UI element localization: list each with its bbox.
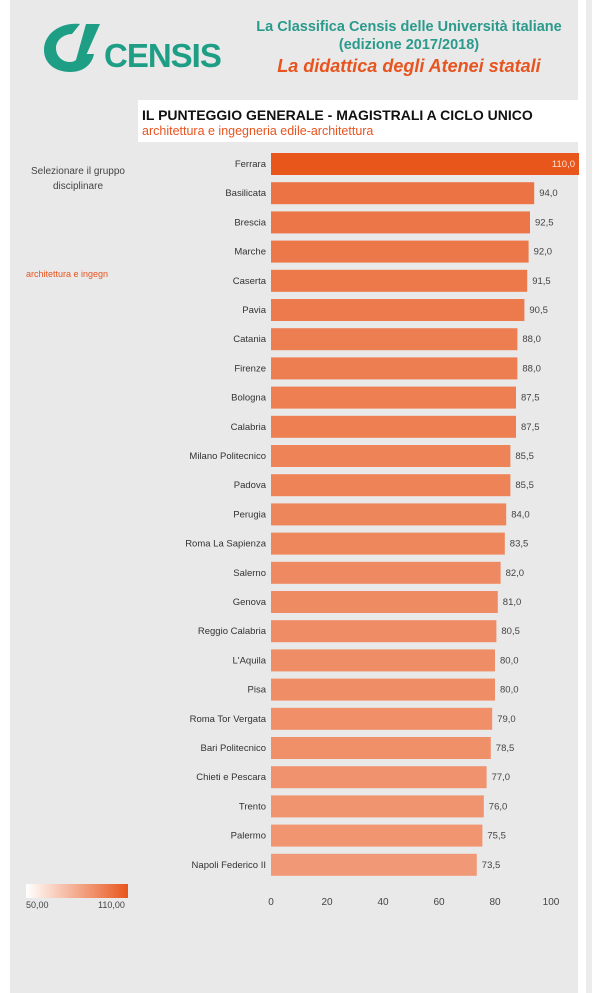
value-label-15: 81,0 bbox=[503, 597, 522, 608]
category-label-4: Caserta bbox=[233, 276, 267, 287]
value-label-22: 76,0 bbox=[489, 801, 508, 812]
x-tick-1: 20 bbox=[321, 897, 333, 908]
bar-8 bbox=[271, 386, 516, 409]
value-label-17: 80,0 bbox=[500, 655, 519, 666]
chart-subtitle: architettura e ingegneria edile-architet… bbox=[142, 124, 374, 138]
category-label-15: Genova bbox=[233, 597, 267, 608]
header-line-1: La Classifica Censis delle Università it… bbox=[256, 19, 562, 35]
category-label-13: Roma La Sapienza bbox=[185, 539, 267, 550]
bar-24 bbox=[271, 853, 477, 876]
header-line-3: La didattica degli Atenei statali bbox=[277, 56, 541, 76]
x-tick-3: 60 bbox=[433, 897, 445, 908]
x-tick-2: 40 bbox=[377, 897, 389, 908]
censis-logo-icon bbox=[44, 23, 100, 73]
bar-16 bbox=[271, 620, 497, 643]
value-label-10: 85,5 bbox=[515, 451, 534, 462]
chart-title-box bbox=[138, 100, 578, 142]
bar-4 bbox=[271, 269, 528, 292]
group-selector-label-line2: disciplinare bbox=[52, 181, 104, 192]
bar-14 bbox=[271, 561, 501, 584]
color-scale-bar bbox=[26, 884, 128, 898]
bar-23 bbox=[271, 824, 483, 847]
value-label-21: 77,0 bbox=[492, 772, 511, 783]
category-label-5: Pavia bbox=[242, 305, 266, 316]
bar-13 bbox=[271, 532, 505, 555]
category-label-21: Chieti e Pescara bbox=[196, 772, 266, 783]
category-label-24: Napoli Federico II bbox=[192, 860, 266, 871]
value-label-16: 80,5 bbox=[501, 626, 520, 637]
bar-2 bbox=[271, 211, 530, 234]
value-label-7: 88,0 bbox=[522, 363, 541, 374]
value-label-24: 73,5 bbox=[482, 860, 501, 871]
value-label-1: 94,0 bbox=[539, 188, 558, 199]
value-label-9: 87,5 bbox=[521, 422, 540, 433]
category-label-23: Palermo bbox=[231, 831, 266, 842]
color-scale-max: 110,00 bbox=[98, 900, 125, 910]
bar-15 bbox=[271, 591, 498, 613]
value-label-23: 75,5 bbox=[487, 831, 506, 842]
category-label-12: Perugia bbox=[233, 509, 266, 520]
bar-22 bbox=[271, 795, 484, 818]
bar-18 bbox=[271, 678, 495, 701]
bar-12 bbox=[271, 503, 507, 526]
bar-20 bbox=[271, 737, 491, 759]
category-label-20: Bari Politecnico bbox=[201, 743, 266, 754]
category-label-9: Calabria bbox=[231, 422, 267, 433]
group-selector-label: Selezionare il gruppo disciplinare bbox=[18, 164, 138, 194]
category-label-19: Roma Tor Vergata bbox=[190, 714, 267, 725]
bar-17 bbox=[271, 649, 495, 672]
category-label-6: Catania bbox=[233, 334, 266, 345]
value-label-0: 110,0 bbox=[552, 159, 575, 170]
value-label-5: 90,5 bbox=[529, 305, 548, 316]
bar-1 bbox=[271, 182, 535, 205]
right-edge bbox=[586, 0, 592, 993]
category-label-11: Padova bbox=[234, 480, 267, 491]
value-label-18: 80,0 bbox=[500, 685, 519, 696]
bar-11 bbox=[271, 474, 511, 497]
value-label-3: 92,0 bbox=[534, 247, 553, 258]
header-line-2: (edizione 2017/2018) bbox=[338, 37, 480, 53]
category-label-18: Pisa bbox=[248, 685, 267, 696]
value-label-14: 82,0 bbox=[506, 568, 524, 579]
value-label-2: 92,5 bbox=[535, 217, 554, 228]
bar-10 bbox=[271, 445, 511, 467]
value-label-20: 78,5 bbox=[496, 743, 515, 754]
bar-7 bbox=[271, 357, 518, 380]
x-tick-4: 80 bbox=[489, 897, 501, 908]
group-selector-value[interactable]: architettura e ingegn bbox=[26, 269, 109, 279]
category-label-14: Salerno bbox=[233, 568, 266, 579]
category-label-0: Ferrara bbox=[235, 159, 267, 170]
group-selector-label-line1: Selezionare il gruppo bbox=[31, 166, 125, 177]
category-label-7: Firenze bbox=[234, 363, 266, 374]
brand-name: CENSIS bbox=[104, 37, 222, 74]
bar-3 bbox=[271, 240, 529, 263]
category-label-2: Brescia bbox=[234, 217, 266, 228]
value-label-12: 84,0 bbox=[511, 509, 530, 520]
bar-5 bbox=[271, 299, 525, 321]
category-label-16: Reggio Calabria bbox=[198, 626, 267, 637]
value-label-4: 91,5 bbox=[532, 276, 551, 287]
chart-title: IL PUNTEGGIO GENERALE - MAGISTRALI A CIC… bbox=[142, 107, 533, 123]
value-label-13: 83,5 bbox=[510, 539, 529, 550]
bar-0 bbox=[271, 153, 579, 175]
category-label-22: Trento bbox=[239, 801, 266, 812]
category-label-17: L'Aquila bbox=[232, 655, 266, 666]
category-label-1: Basilicata bbox=[225, 188, 266, 199]
category-label-8: Bologna bbox=[231, 393, 267, 404]
category-label-10: Milano Politecnico bbox=[189, 451, 266, 462]
bar-19 bbox=[271, 707, 493, 730]
category-label-3: Marche bbox=[234, 247, 266, 258]
x-tick-5: 100 bbox=[543, 897, 560, 908]
value-label-8: 87,5 bbox=[521, 393, 540, 404]
value-label-6: 88,0 bbox=[522, 334, 541, 345]
bar-21 bbox=[271, 766, 487, 789]
bar-9 bbox=[271, 415, 516, 438]
bar-6 bbox=[271, 328, 518, 351]
color-scale-min: 50,00 bbox=[26, 900, 49, 910]
x-tick-0: 0 bbox=[268, 897, 274, 908]
value-label-11: 85,5 bbox=[515, 480, 534, 491]
value-label-19: 79,0 bbox=[497, 714, 516, 725]
